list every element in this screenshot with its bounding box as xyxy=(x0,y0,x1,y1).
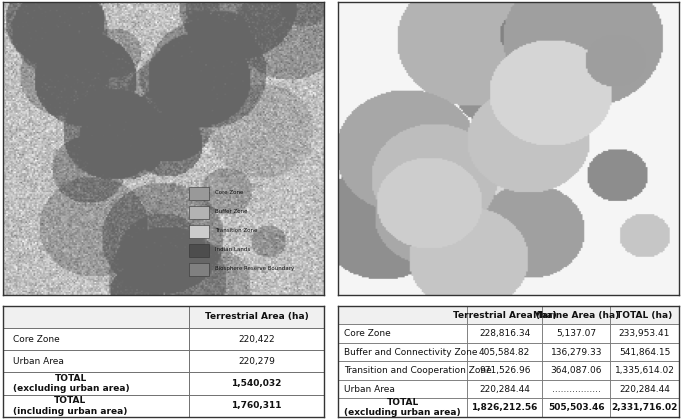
Bar xyxy=(3,395,190,417)
Bar xyxy=(467,324,542,343)
Text: 505,503.46: 505,503.46 xyxy=(548,403,605,412)
Bar xyxy=(610,324,679,343)
Bar xyxy=(190,395,324,417)
Text: Biosphere Reserve Boundary: Biosphere Reserve Boundary xyxy=(215,266,294,272)
Bar xyxy=(190,372,324,395)
Text: 1,760,311: 1,760,311 xyxy=(231,401,282,410)
Bar xyxy=(610,380,679,398)
Text: 228,816.34: 228,816.34 xyxy=(479,329,531,338)
Text: 405,584.82: 405,584.82 xyxy=(479,348,531,357)
Text: 220,279: 220,279 xyxy=(238,357,275,366)
Bar xyxy=(338,398,467,417)
Text: 136,279.33: 136,279.33 xyxy=(550,348,602,357)
Text: Urban Area: Urban Area xyxy=(13,357,64,366)
Bar xyxy=(542,343,610,361)
Bar xyxy=(338,380,467,398)
Text: 5,137.07: 5,137.07 xyxy=(557,329,596,338)
Bar xyxy=(190,244,209,257)
Bar xyxy=(467,306,542,324)
Bar xyxy=(542,398,610,417)
Bar xyxy=(338,361,467,380)
Text: Marine Area (ha): Marine Area (ha) xyxy=(533,310,619,320)
Bar xyxy=(610,398,679,417)
Text: 2,331,716.02: 2,331,716.02 xyxy=(611,403,678,412)
Text: 220,284.44: 220,284.44 xyxy=(479,385,530,393)
Bar xyxy=(338,343,467,361)
Bar xyxy=(542,306,610,324)
Text: Transition Zone: Transition Zone xyxy=(215,228,257,233)
Bar xyxy=(190,225,209,238)
Bar xyxy=(467,380,542,398)
Bar xyxy=(338,324,467,343)
Text: 971,526.96: 971,526.96 xyxy=(479,366,531,375)
Bar xyxy=(190,187,209,200)
Text: 220,422: 220,422 xyxy=(238,335,275,344)
Bar xyxy=(610,306,679,324)
Text: 1,540,032: 1,540,032 xyxy=(231,379,282,388)
Bar xyxy=(542,324,610,343)
Bar xyxy=(190,328,324,350)
Bar xyxy=(467,398,542,417)
Bar xyxy=(610,361,679,380)
Bar xyxy=(542,380,610,398)
Bar xyxy=(190,350,324,372)
Text: TOTAL
(excluding urban area): TOTAL (excluding urban area) xyxy=(344,398,461,417)
Text: Buffer and Connectivity Zone: Buffer and Connectivity Zone xyxy=(344,348,478,357)
Text: Terrestrial Area (ha): Terrestrial Area (ha) xyxy=(453,310,557,320)
Text: .................: ................. xyxy=(552,385,601,393)
Bar xyxy=(610,343,679,361)
Bar xyxy=(190,263,209,277)
Bar xyxy=(3,328,190,350)
Bar xyxy=(190,306,324,328)
Text: 364,087.06: 364,087.06 xyxy=(550,366,602,375)
Bar xyxy=(3,350,190,372)
Text: 220,284.44: 220,284.44 xyxy=(619,385,670,393)
Text: TOTAL (ha): TOTAL (ha) xyxy=(617,310,672,320)
Text: 541,864.15: 541,864.15 xyxy=(619,348,670,357)
Text: Core Zone: Core Zone xyxy=(215,190,243,195)
Text: TOTAL
(including urban area): TOTAL (including urban area) xyxy=(13,396,128,416)
Text: Transition and Cooperation Zone: Transition and Cooperation Zone xyxy=(344,366,492,375)
Text: Core Zone: Core Zone xyxy=(344,329,391,338)
Text: TOTAL
(excluding urban area): TOTAL (excluding urban area) xyxy=(13,374,130,393)
Bar xyxy=(467,343,542,361)
Bar xyxy=(338,306,467,324)
Bar xyxy=(3,306,190,328)
Text: 1,826,212.56: 1,826,212.56 xyxy=(471,403,538,412)
Bar xyxy=(3,372,190,395)
Text: 1,335,614.02: 1,335,614.02 xyxy=(614,366,674,375)
Text: Indian Lands: Indian Lands xyxy=(215,248,250,252)
Bar xyxy=(542,361,610,380)
Text: 233,953.41: 233,953.41 xyxy=(619,329,670,338)
Bar xyxy=(190,206,209,219)
Text: Buffer Zone: Buffer Zone xyxy=(215,210,248,214)
Text: Urban Area: Urban Area xyxy=(344,385,396,393)
Bar xyxy=(467,361,542,380)
Text: Core Zone: Core Zone xyxy=(13,335,60,344)
Text: Terrestrial Area (ha): Terrestrial Area (ha) xyxy=(205,313,308,321)
